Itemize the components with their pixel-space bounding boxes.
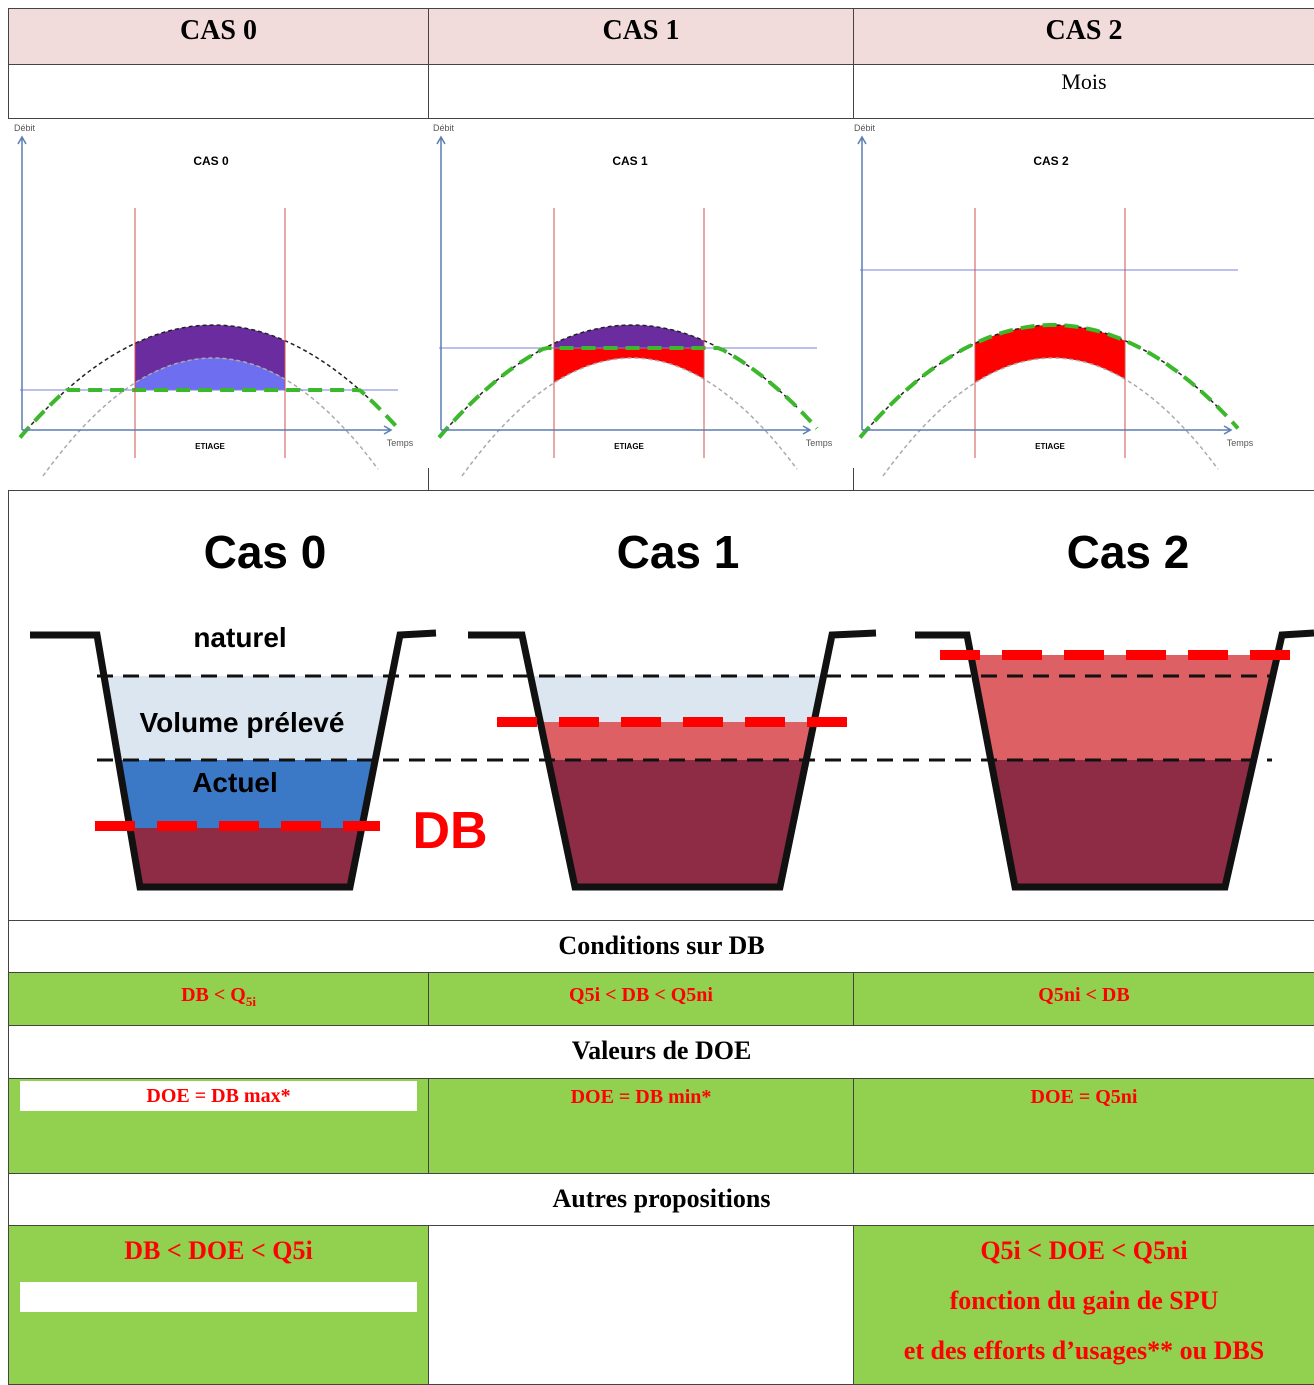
threshold	[439, 348, 817, 438]
area-red	[554, 348, 704, 383]
diagrams: Débit CAS 0 ETIAGE Temps Débit CAS 1 ETIAGE Tem…	[0, 0, 1314, 1382]
curve-current	[462, 358, 797, 476]
section-title: Cas 2	[1067, 526, 1190, 578]
chart-title: CAS 2	[1033, 154, 1069, 168]
label-db: DB	[412, 802, 487, 860]
chart-y-label: Débit	[854, 123, 876, 133]
water-layer	[971, 655, 1278, 760]
section-title: Cas 0	[204, 526, 327, 578]
label-withdrawn: Volume prélevé	[140, 707, 345, 738]
water-layer	[130, 828, 362, 887]
chart-band-label: ETIAGE	[195, 442, 225, 451]
area-purple	[554, 325, 704, 348]
chart-x-label: Temps	[806, 438, 833, 448]
page: CAS 0 CAS 1 CAS 2 Mois Conditions sur DB…	[0, 0, 1314, 1382]
chart-x-label: Temps	[1227, 438, 1254, 448]
chart-y-label: Débit	[14, 123, 36, 133]
water-layer	[540, 722, 814, 760]
water-layer	[531, 676, 824, 722]
section-title: Cas 1	[617, 526, 740, 578]
chart-title: CAS 0	[193, 154, 229, 168]
water-layer	[548, 760, 806, 887]
label-natural: naturel	[193, 622, 286, 653]
chart-band-label: ETIAGE	[614, 442, 644, 451]
label-current: Actuel	[192, 767, 278, 798]
chart-x-label: Temps	[387, 438, 414, 448]
water-layer	[991, 760, 1254, 887]
chart-band-label: ETIAGE	[1035, 442, 1065, 451]
curve-current	[883, 358, 1218, 476]
chart-title: CAS 1	[612, 154, 648, 168]
chart-y-label: Débit	[433, 123, 455, 133]
